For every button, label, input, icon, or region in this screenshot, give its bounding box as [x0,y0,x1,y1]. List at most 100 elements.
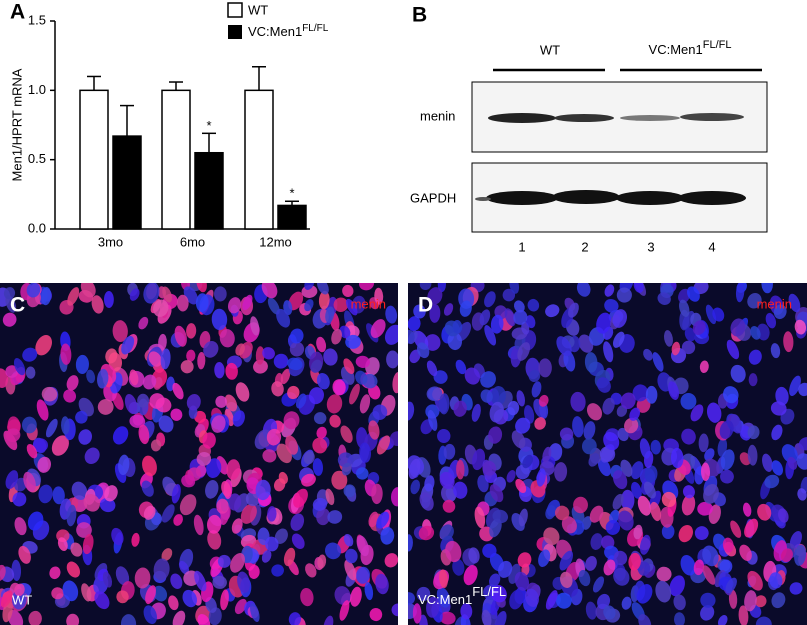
nucleus [597,457,611,477]
nucleus [452,558,465,576]
nucleus [592,576,605,593]
nucleus [468,547,480,564]
nucleus [548,443,563,462]
nucleus [744,590,757,612]
nucleus [293,488,308,508]
nucleus [771,424,783,441]
nucleus [176,294,189,312]
nucleus [722,537,734,553]
nucleus [18,545,31,564]
nucleus [738,605,749,625]
nucleus [471,403,481,422]
nucleus [304,299,314,312]
nucleus [326,394,343,414]
nucleus [789,531,802,549]
nucleus [604,298,619,313]
nucleus [436,587,451,608]
nucleus [235,382,250,402]
nucleus [75,354,89,375]
nucleus [182,589,197,608]
nucleus [479,309,491,326]
bar [161,89,191,230]
nucleus [82,533,94,555]
nucleus [339,325,351,339]
nucleus [699,360,709,374]
nucleus [295,393,307,409]
nucleus [271,381,284,397]
nucleus [581,516,592,530]
nucleus [416,586,431,602]
nucleus [494,610,507,625]
nucleus [35,335,52,356]
nucleus [195,293,209,313]
nucleus [437,428,451,444]
nucleus [308,387,324,405]
nucleus [129,288,140,301]
nucleus [384,324,398,345]
nucleus [160,348,171,370]
nucleus [472,448,486,471]
nucleus [602,397,615,415]
nucleus [5,470,19,490]
nucleus [274,528,288,544]
bar [112,135,142,230]
nucleus [693,559,705,576]
nucleus [515,464,530,480]
nucleus [584,352,598,373]
nucleus [385,305,398,324]
bar [79,89,109,230]
nucleus [650,501,662,522]
nucleus [316,372,330,390]
nucleus [316,336,327,353]
nucleus [316,426,327,439]
nucleus [567,302,579,318]
nucleus [356,566,370,584]
nucleus [412,603,422,624]
nucleus [83,494,100,512]
nucleus [652,352,664,372]
nucleus [61,416,70,435]
nucleus [266,428,282,446]
nucleus [70,542,83,557]
nucleus [453,400,467,417]
nucleus [203,341,219,358]
nucleus [343,533,354,547]
nucleus [262,347,275,360]
nucleus [663,330,673,347]
nucleus [509,283,520,294]
nucleus [287,385,300,400]
nucleus [143,283,160,304]
nucleus [51,587,64,600]
nucleus [438,393,450,415]
nucleus [528,369,541,382]
nucleus [131,532,140,547]
nucleus [443,443,456,460]
nucleus [75,410,88,424]
nucleus [670,447,684,469]
nucleus [14,517,27,536]
nucleus [111,527,124,546]
nucleus [747,444,758,466]
nucleus [345,298,358,316]
nucleus [482,543,497,558]
nucleus [180,360,194,374]
nucleus [13,358,26,376]
nucleus [603,559,616,576]
nucleus [104,485,118,502]
nucleus [671,341,681,356]
nucleus [312,497,328,511]
nucleus [142,374,157,390]
nucleus [650,439,661,455]
nucleus [145,585,156,605]
nucleus [456,459,465,480]
nucleus [723,386,739,404]
nucleus [235,343,245,356]
nucleus [194,570,207,592]
nucleus [536,468,546,487]
nucleus [138,424,150,445]
nucleus [730,364,746,383]
nucleus [725,577,737,594]
nucleus [633,283,644,293]
nucleus [538,549,551,568]
nucleus [248,564,260,579]
